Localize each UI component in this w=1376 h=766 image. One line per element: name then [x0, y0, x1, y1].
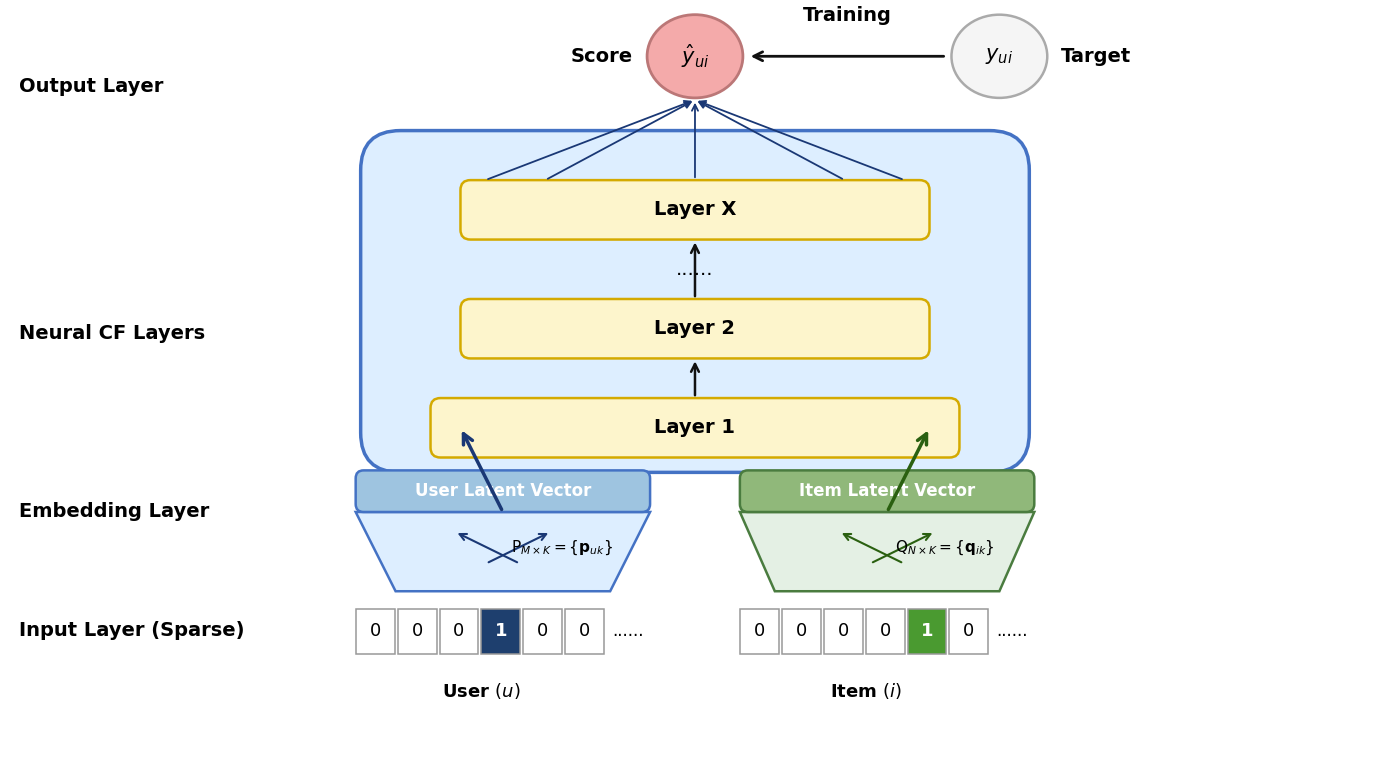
Bar [908, 609, 947, 653]
Text: $\hat{y}_{ui}$: $\hat{y}_{ui}$ [681, 42, 709, 70]
Bar [398, 609, 436, 653]
Text: 0: 0 [370, 622, 381, 640]
Text: Layer X: Layer X [654, 201, 736, 219]
FancyBboxPatch shape [431, 398, 959, 457]
Text: 0: 0 [795, 622, 806, 640]
Text: Item Latent Vector: Item Latent Vector [799, 482, 976, 500]
Bar [740, 609, 779, 653]
Bar [824, 609, 863, 653]
Text: 1: 1 [494, 622, 508, 640]
Text: ......: ...... [676, 260, 714, 279]
Bar [866, 609, 904, 653]
Text: 0: 0 [537, 622, 549, 640]
Text: User Latent Vector: User Latent Vector [414, 482, 592, 500]
Text: User $(u)$: User $(u)$ [442, 682, 520, 702]
Bar [482, 609, 520, 653]
Ellipse shape [647, 15, 743, 98]
Bar [566, 609, 604, 653]
Text: Training: Training [802, 5, 892, 25]
Bar [949, 609, 988, 653]
FancyBboxPatch shape [355, 470, 649, 512]
Bar [355, 609, 395, 653]
Text: 0: 0 [754, 622, 765, 640]
Text: ......: ...... [612, 622, 644, 640]
Text: 0: 0 [579, 622, 590, 640]
Polygon shape [740, 512, 1035, 591]
Text: Output Layer: Output Layer [19, 77, 164, 96]
FancyBboxPatch shape [361, 130, 1029, 473]
Text: 0: 0 [963, 622, 974, 640]
Text: Neural CF Layers: Neural CF Layers [19, 324, 205, 343]
Text: $\mathrm{P}_{M\times K}=\{\mathbf{p}_{uk}\}$: $\mathrm{P}_{M\times K}=\{\mathbf{p}_{uk… [510, 538, 612, 557]
Text: Layer 2: Layer 2 [655, 319, 736, 339]
Text: Target: Target [1061, 47, 1131, 66]
Text: 0: 0 [879, 622, 890, 640]
Text: $\mathrm{Q}_{N\times K}=\{\mathbf{q}_{ik}\}$: $\mathrm{Q}_{N\times K}=\{\mathbf{q}_{ik… [894, 538, 995, 557]
Text: 1: 1 [921, 622, 933, 640]
Text: 0: 0 [838, 622, 849, 640]
Text: Score: Score [571, 47, 633, 66]
Text: Input Layer (Sparse): Input Layer (Sparse) [19, 621, 245, 640]
Bar [782, 609, 820, 653]
FancyBboxPatch shape [461, 299, 930, 358]
Text: $y_{ui}$: $y_{ui}$ [985, 46, 1014, 67]
FancyBboxPatch shape [461, 180, 930, 240]
Bar [523, 609, 563, 653]
Text: 0: 0 [453, 622, 465, 640]
Bar [439, 609, 479, 653]
Ellipse shape [951, 15, 1047, 98]
Text: Embedding Layer: Embedding Layer [19, 502, 209, 522]
Text: 0: 0 [411, 622, 422, 640]
FancyBboxPatch shape [740, 470, 1035, 512]
Text: ......: ...... [996, 622, 1028, 640]
Polygon shape [355, 512, 649, 591]
Text: Layer 1: Layer 1 [655, 418, 736, 437]
Text: Item $(i)$: Item $(i)$ [830, 682, 901, 702]
